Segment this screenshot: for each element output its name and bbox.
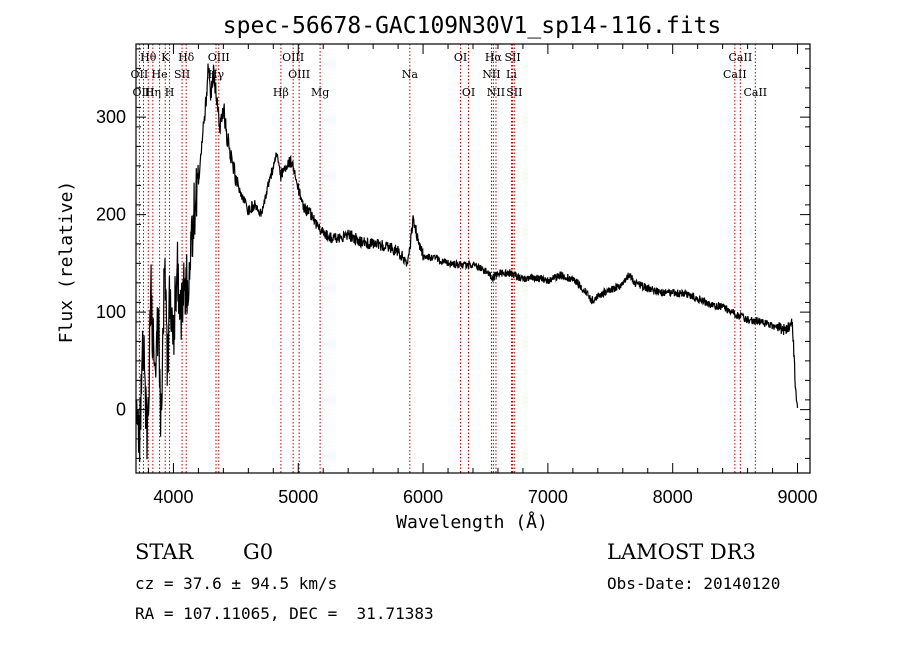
line-label: Mg [311, 86, 329, 99]
line-label: Hη [145, 86, 161, 99]
x-tick-label: 6000 [403, 487, 443, 507]
x-axis-title: Wavelength (Å) [396, 511, 548, 533]
line-label: OIII [282, 51, 304, 64]
chart-title: spec-56678-GAC109N30V1_sp14-116.fits [223, 13, 722, 39]
line-label: Hθ [140, 51, 157, 64]
y-axis-title: Flux (relative) [56, 181, 77, 344]
line-label: OIII [208, 51, 230, 64]
line-label: Li [506, 68, 517, 81]
y-tick-label: 200 [96, 205, 126, 225]
line-marker-layer [138, 44, 756, 473]
line-label: NII [487, 86, 505, 99]
coordinates-readout: RA = 107.11065, DEC = 31.71383 [135, 604, 434, 623]
line-label: H [165, 86, 175, 99]
spectrum-line [135, 63, 799, 463]
line-label: Hβ [273, 86, 289, 99]
line-label: OI [454, 51, 467, 64]
y-tick-label: 0 [116, 400, 126, 420]
x-tick-label: 9000 [777, 487, 817, 507]
x-tick-label: 7000 [528, 487, 568, 507]
line-label: OII [131, 68, 149, 81]
x-tick-label: 5000 [278, 487, 318, 507]
line-label: CaII [729, 51, 753, 64]
y-tick-label: 300 [96, 107, 126, 127]
x-tick-label: 8000 [653, 487, 693, 507]
x-tick-label: 4000 [153, 487, 193, 507]
line-label: OI [462, 86, 475, 99]
redshift-readout: cz = 37.6 ± 94.5 km/s [135, 574, 338, 593]
line-label: SII [174, 68, 190, 81]
y-tick-label: 100 [96, 302, 126, 322]
survey-name: LAMOST DR3 [607, 540, 756, 564]
line-label: CaII [723, 68, 747, 81]
object-subclass: G0 [243, 540, 274, 564]
line-label: He [152, 68, 168, 81]
line-label: K [161, 51, 170, 64]
object-class: STAR [135, 540, 194, 564]
line-label: Hα [485, 51, 503, 64]
observation-date: Obs-Date: 20140120 [607, 574, 781, 593]
line-label: SII [506, 86, 522, 99]
line-label: OIII [132, 86, 154, 99]
line-label: NII [482, 68, 500, 81]
line-label: OIII [288, 68, 310, 81]
line-label: Na [402, 68, 419, 81]
line-label: Hγ [208, 68, 225, 81]
plot-frame [135, 43, 811, 474]
line-label: CaII [743, 86, 767, 99]
line-label: SII [504, 51, 520, 64]
axis-tick-layer: 4000 5000 6000 7000 8000 9000 0 100 200 300 [96, 44, 818, 507]
line-label: Hδ [178, 51, 195, 64]
